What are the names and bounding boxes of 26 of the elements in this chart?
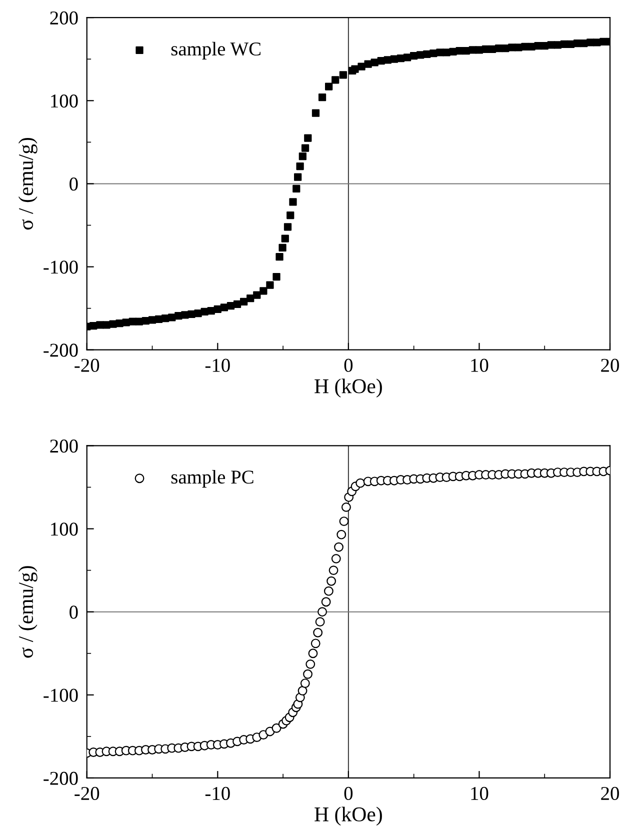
x-tick-label: 0 xyxy=(344,786,353,800)
x-tick-label: -10 xyxy=(205,786,230,800)
x-axis-title: H (kOe) xyxy=(314,378,382,398)
y-tick-label: 0 xyxy=(70,606,78,619)
y-tick-label: -200 xyxy=(44,772,78,785)
y-tick-label: -100 xyxy=(44,688,78,702)
x-tick-label: -10 xyxy=(205,358,230,372)
y-axis-title: σ / (emu/g) xyxy=(18,566,38,658)
x-tick-label: 20 xyxy=(601,786,619,800)
y-tick-label: -200 xyxy=(44,344,78,357)
y-tick-label: -100 xyxy=(44,260,78,274)
legend-label: sample WC xyxy=(171,42,260,60)
x-axis-title: H (kOe) xyxy=(314,806,382,826)
y-tick-label: 100 xyxy=(51,94,78,108)
x-tick-label: 0 xyxy=(344,358,353,372)
x-tick-label: 10 xyxy=(471,358,488,372)
y-tick-label: 200 xyxy=(50,11,78,25)
y-tick-label: 0 xyxy=(70,178,78,191)
legend-label: sample PC xyxy=(171,470,254,488)
y-tick-label: 200 xyxy=(50,440,78,453)
x-tick-label: 20 xyxy=(601,358,619,372)
y-tick-label: 100 xyxy=(51,522,78,536)
x-tick-label: -20 xyxy=(74,358,100,372)
y-axis-title: σ / (emu/g) xyxy=(18,138,38,230)
x-tick-label: 10 xyxy=(471,786,488,800)
x-tick-label: -20 xyxy=(74,786,100,800)
